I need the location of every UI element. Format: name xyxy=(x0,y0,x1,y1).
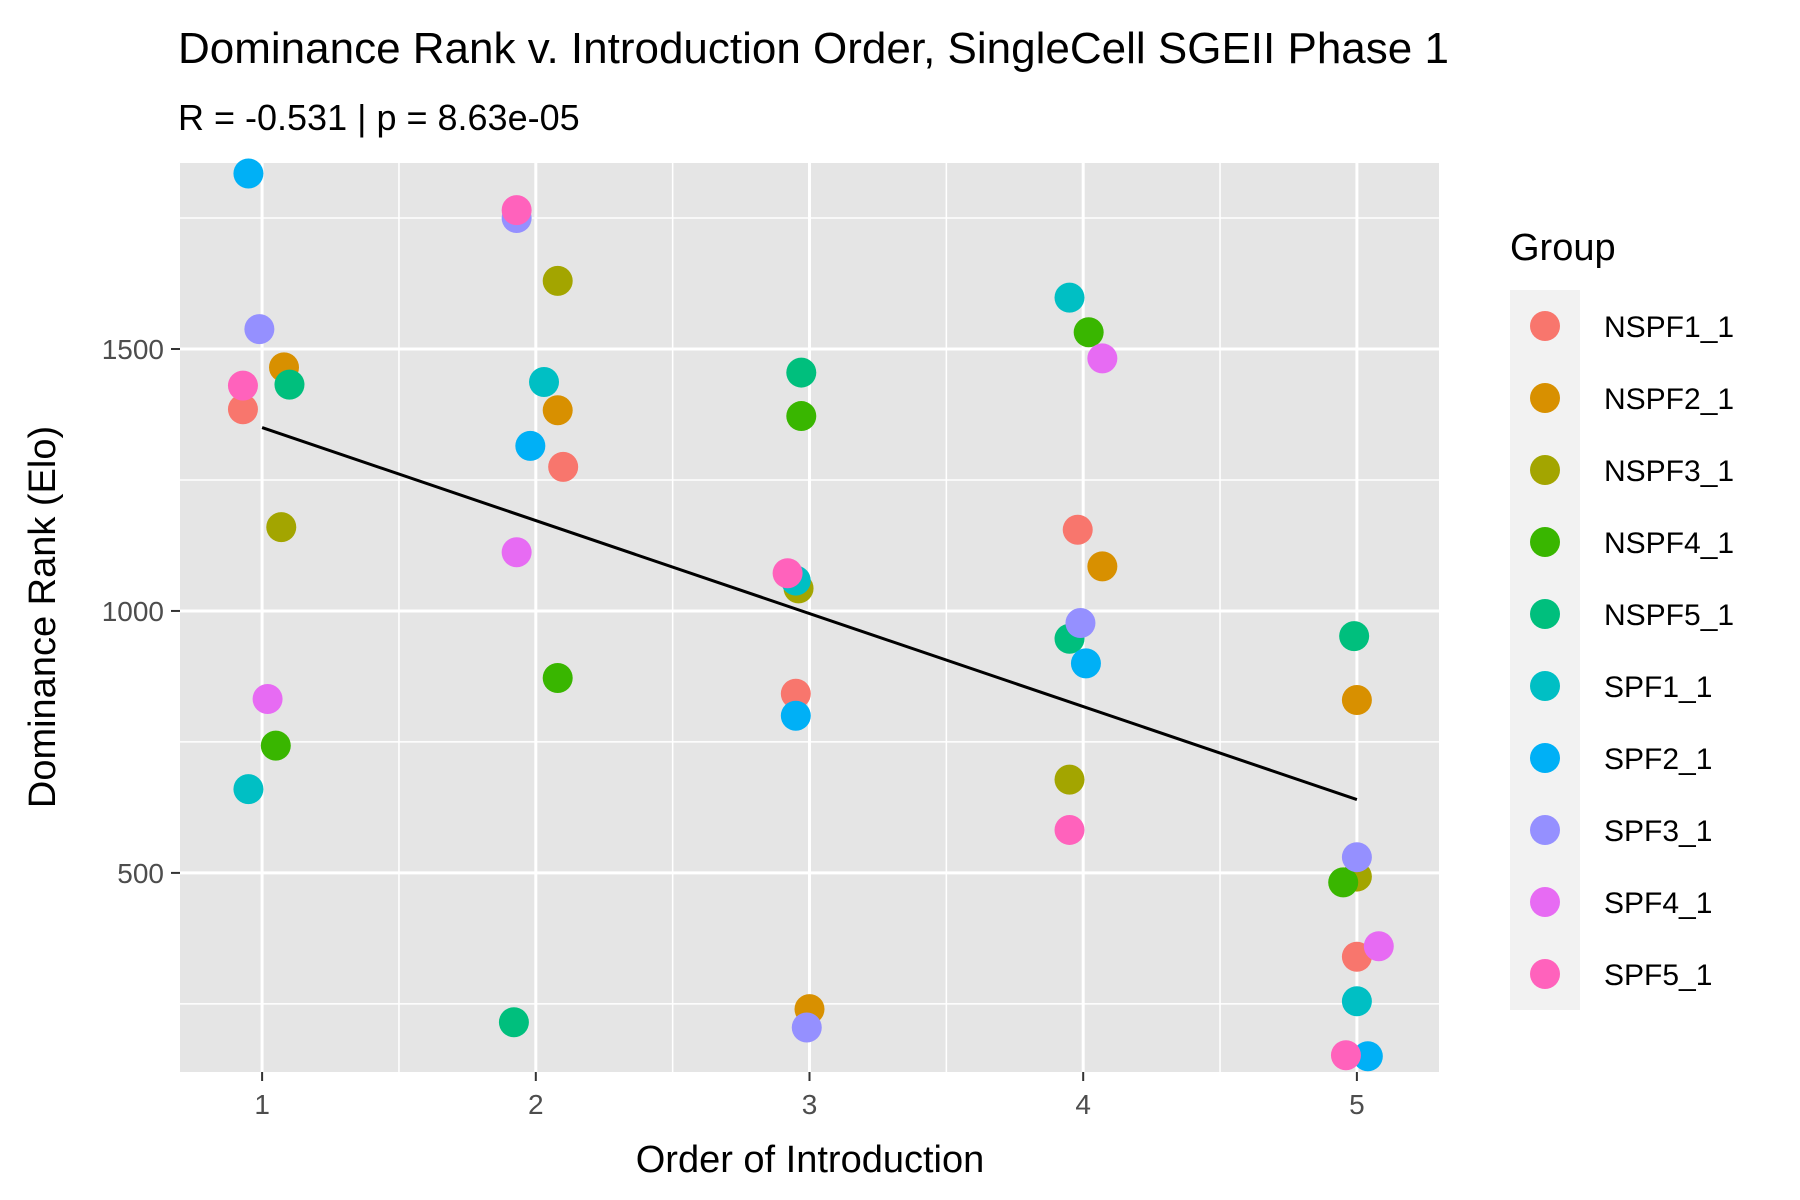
legend-marker-nspf4-1 xyxy=(1530,527,1560,557)
data-point-spf5-1 xyxy=(1054,814,1085,845)
legend-label-spf1-1: SPF1_1 xyxy=(1604,671,1712,704)
x-tick-label: 3 xyxy=(802,1089,818,1120)
legend-label-spf3-1: SPF3_1 xyxy=(1604,815,1712,848)
data-point-spf5-1 xyxy=(772,558,803,589)
data-point-nspf2-1 xyxy=(542,395,573,426)
data-point-spf4-1 xyxy=(1087,343,1118,374)
data-point-spf5-1 xyxy=(501,195,532,226)
data-point-nspf4-1 xyxy=(1073,317,1104,348)
legend-marker-spf1-1 xyxy=(1530,671,1560,701)
x-tick-label: 1 xyxy=(254,1089,270,1120)
data-point-nspf5-1 xyxy=(1339,621,1370,652)
data-point-nspf1-1 xyxy=(548,451,579,482)
data-point-nspf1-1 xyxy=(1062,514,1093,545)
data-point-nspf2-1 xyxy=(1341,685,1372,716)
legend-marker-spf4-1 xyxy=(1530,887,1560,917)
x-tick-label: 4 xyxy=(1075,1089,1091,1120)
data-point-spf3-1 xyxy=(244,314,275,345)
y-axis-ticks: 500 1000 1500 xyxy=(102,334,180,889)
data-point-nspf1-1 xyxy=(780,678,811,709)
x-tick-label: 2 xyxy=(528,1089,544,1120)
legend-marker-spf3-1 xyxy=(1530,815,1560,845)
trend-line xyxy=(261,426,1358,801)
data-point-spf4-1 xyxy=(1363,931,1394,962)
data-point-spf1-1 xyxy=(233,774,264,805)
x-tick-label: 5 xyxy=(1349,1089,1365,1120)
legend-marker-nspf2-1 xyxy=(1530,383,1560,413)
legend-marker-nspf5-1 xyxy=(1530,599,1560,629)
x-axis-ticks: 1 2 3 4 5 xyxy=(254,1072,1365,1120)
data-point-spf2-1 xyxy=(1352,1041,1383,1072)
data-point-spf2-1 xyxy=(233,158,264,189)
data-point-spf3-1 xyxy=(1341,842,1372,873)
data-point-spf1-1 xyxy=(1341,986,1372,1017)
data-point-nspf4-1 xyxy=(260,730,291,761)
legend-items: NSPF1_1 NSPF2_1 NSPF3_1 NSPF4_1 NSPF5_1 SPF1_… xyxy=(1510,290,1734,1010)
legend-label-spf4-1: SPF4_1 xyxy=(1604,887,1712,920)
data-point-spf5-1 xyxy=(227,370,258,401)
data-points xyxy=(227,158,1394,1072)
legend-marker-spf2-1 xyxy=(1530,743,1560,773)
legend-title: Group xyxy=(1510,227,1616,269)
data-point-spf3-1 xyxy=(791,1012,822,1043)
x-axis-label: Order of Introduction xyxy=(636,1139,985,1181)
y-tick-label: 1000 xyxy=(102,596,164,627)
data-point-nspf5-1 xyxy=(274,369,305,400)
chart-subtitle: R = -0.531 | p = 8.63e-05 xyxy=(178,97,580,138)
data-point-spf2-1 xyxy=(1070,648,1101,679)
data-point-nspf4-1 xyxy=(542,663,573,694)
data-point-nspf2-1 xyxy=(1087,551,1118,582)
y-axis-label: Dominance Rank (Elo) xyxy=(22,426,64,808)
data-point-spf4-1 xyxy=(501,537,532,568)
legend-label-spf5-1: SPF5_1 xyxy=(1604,959,1712,992)
legend-marker-spf5-1 xyxy=(1530,959,1560,989)
legend-marker-nspf3-1 xyxy=(1530,455,1560,485)
data-point-nspf5-1 xyxy=(786,357,817,388)
data-point-nspf5-1 xyxy=(498,1007,529,1038)
data-point-spf4-1 xyxy=(252,683,283,714)
legend-label-nspf5-1: NSPF5_1 xyxy=(1604,599,1734,632)
y-tick-label: 1500 xyxy=(102,334,164,365)
legend-label-nspf1-1: NSPF1_1 xyxy=(1604,311,1734,344)
legend-label-spf2-1: SPF2_1 xyxy=(1604,743,1712,776)
data-point-spf1-1 xyxy=(1054,282,1085,313)
legend-label-nspf3-1: NSPF3_1 xyxy=(1604,455,1734,488)
chart-title: Dominance Rank v. Introduction Order, Si… xyxy=(178,24,1449,73)
legend-marker-nspf1-1 xyxy=(1530,311,1560,341)
data-point-nspf4-1 xyxy=(1328,867,1359,898)
data-point-nspf3-1 xyxy=(266,512,297,543)
data-point-nspf1-1 xyxy=(227,394,258,425)
data-point-spf3-1 xyxy=(1065,608,1096,639)
legend: Group NSPF1_1 NSPF2_1 NSPF3_1 NSPF4_1 NSPF5_… xyxy=(1510,227,1734,1010)
legend-label-nspf4-1: NSPF4_1 xyxy=(1604,527,1734,560)
data-point-spf2-1 xyxy=(780,700,811,731)
data-point-nspf4-1 xyxy=(786,401,817,432)
data-point-nspf3-1 xyxy=(542,265,573,296)
data-point-spf2-1 xyxy=(515,430,546,461)
data-point-spf1-1 xyxy=(529,366,560,397)
y-tick-label: 500 xyxy=(117,858,164,889)
data-point-nspf3-1 xyxy=(1054,764,1085,795)
legend-label-nspf2-1: NSPF2_1 xyxy=(1604,383,1734,416)
data-point-spf5-1 xyxy=(1330,1040,1361,1071)
